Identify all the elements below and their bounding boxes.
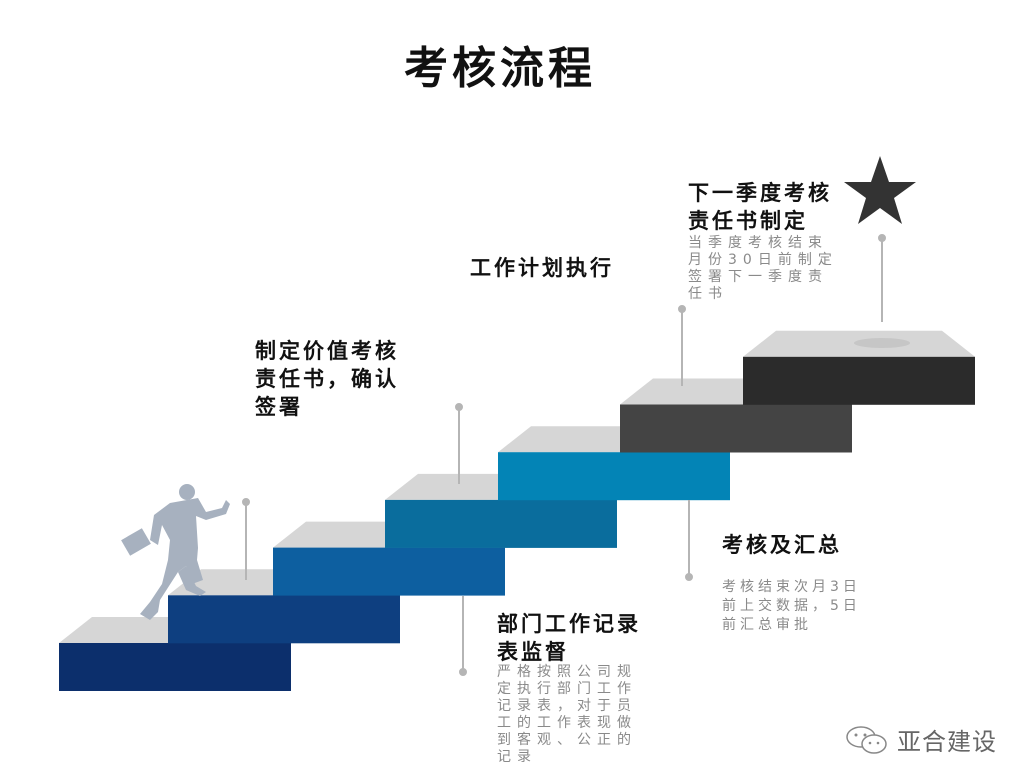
desc-line: 签署下一季度责: [688, 269, 828, 285]
step-3-description: 当季度考核结束 月份30日前制定 签署下一季度责 任书: [688, 235, 838, 303]
page-title: 考核流程: [404, 43, 596, 94]
desc-line: 月份30日前制定: [688, 252, 838, 268]
stair-step-2: [168, 595, 400, 644]
step-3-heading: 下一季度考核 责任书制定: [688, 179, 832, 235]
desc-line: 工的工作表现做: [497, 715, 637, 731]
desc-line: 前汇总审批: [722, 617, 812, 633]
desc-line: 考核结束次月3日: [722, 579, 861, 595]
desc-line: 记录: [497, 749, 537, 765]
heading-line: 签署: [255, 395, 303, 419]
step-1-heading: 制定价值考核 责任书，确认 签署: [255, 337, 399, 421]
step-4-heading: 部门工作记录 表监督: [497, 610, 641, 666]
heading-line: 表监督: [497, 640, 569, 664]
stair-step-7: [743, 356, 975, 405]
stair-step-4: [385, 499, 617, 548]
step-5-description: 考核结束次月3日 前上交数据，5日 前汇总审批: [722, 578, 861, 635]
step-2-heading: 工作计划执行: [470, 254, 614, 282]
desc-line: 当季度考核结束: [688, 235, 828, 251]
heading-line: 考核及汇总: [722, 533, 842, 557]
heading-line: 部门工作记录: [497, 612, 641, 636]
stair-step-1: [59, 643, 291, 691]
step-4-description: 严格按照公司规 定执行部门工作 记录表，对于员 工的工作表现做 到客观、公正的 …: [497, 664, 637, 766]
stair-step-5: [498, 452, 730, 501]
heading-line: 下一季度考核: [688, 181, 832, 205]
star-icon: [844, 156, 916, 224]
heading-line: 责任书制定: [688, 209, 808, 233]
stair-step-3: [273, 547, 505, 596]
desc-line: 到客观、公正的: [497, 732, 637, 748]
step-5-heading: 考核及汇总: [722, 531, 842, 559]
heading-line: 工作计划执行: [470, 256, 614, 280]
wechat-icon: [846, 725, 887, 754]
desc-line: 前上交数据，5日: [722, 598, 861, 614]
desc-line: 严格按照公司规: [497, 664, 637, 680]
heading-line: 制定价值考核: [255, 339, 399, 363]
running-man-figure: [121, 484, 230, 620]
watermark: 亚合建设: [845, 722, 997, 757]
stair-step-6: [620, 404, 852, 453]
heading-line: 责任书，确认: [255, 367, 399, 391]
desc-line: 记录表，对于员: [497, 698, 637, 714]
watermark-text: 亚合建设: [897, 728, 997, 756]
desc-line: 任书: [688, 286, 728, 302]
desc-line: 定执行部门工作: [497, 681, 637, 697]
